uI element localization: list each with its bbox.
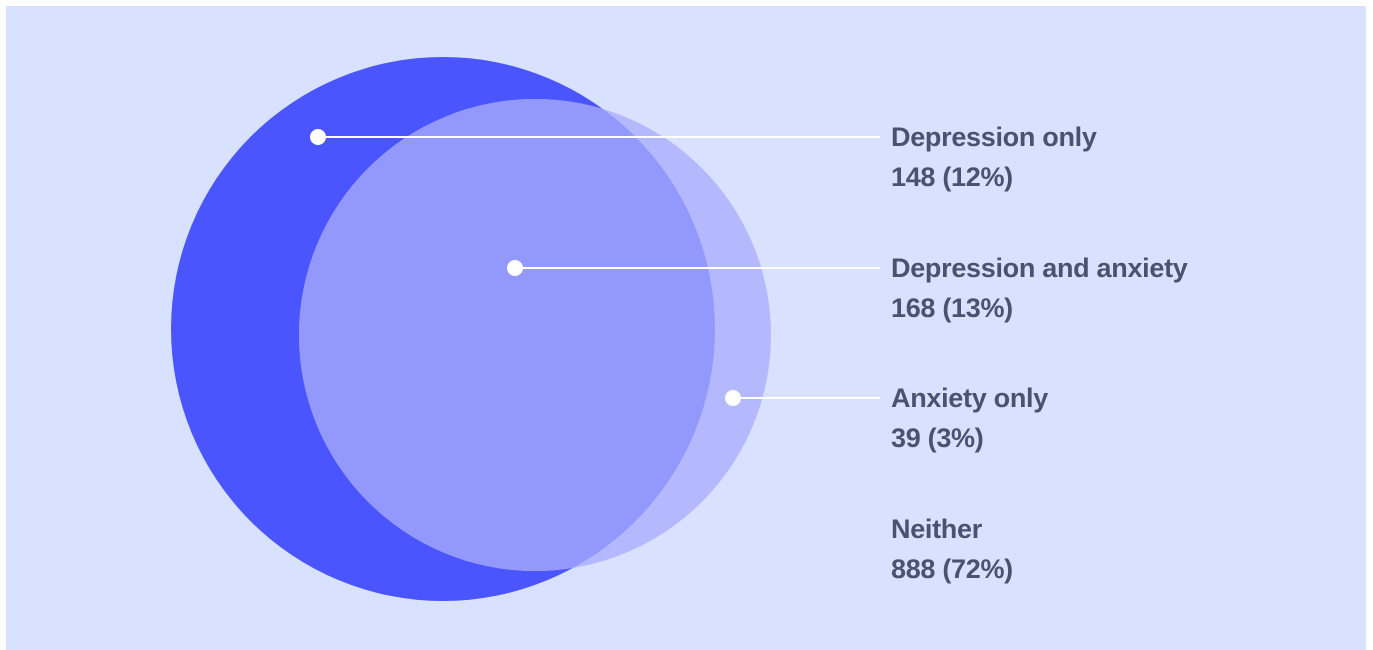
legend-anxiety-only: Anxiety only 39 (3%) — [891, 378, 1048, 458]
legend-value: 148 (12%) — [891, 162, 1013, 192]
legend-neither: Neither 888 (72%) — [891, 509, 1013, 589]
overlap-region — [299, 99, 715, 571]
legend-label: Anxiety only — [891, 383, 1048, 413]
marker-anxiety-only — [725, 390, 741, 406]
legend-label: Neither — [891, 514, 982, 544]
legend-value: 168 (13%) — [891, 293, 1013, 323]
legend-depression-only: Depression only 148 (12%) — [891, 117, 1097, 197]
legend-depression-and-anxiety: Depression and anxiety 168 (13%) — [891, 248, 1188, 328]
legend-label: Depression only — [891, 122, 1097, 152]
legend-label: Depression and anxiety — [891, 253, 1188, 283]
marker-depression-and-anxiety — [507, 260, 523, 276]
marker-depression-only — [310, 129, 326, 145]
legend-value: 39 (3%) — [891, 423, 984, 453]
legend-value: 888 (72%) — [891, 554, 1013, 584]
